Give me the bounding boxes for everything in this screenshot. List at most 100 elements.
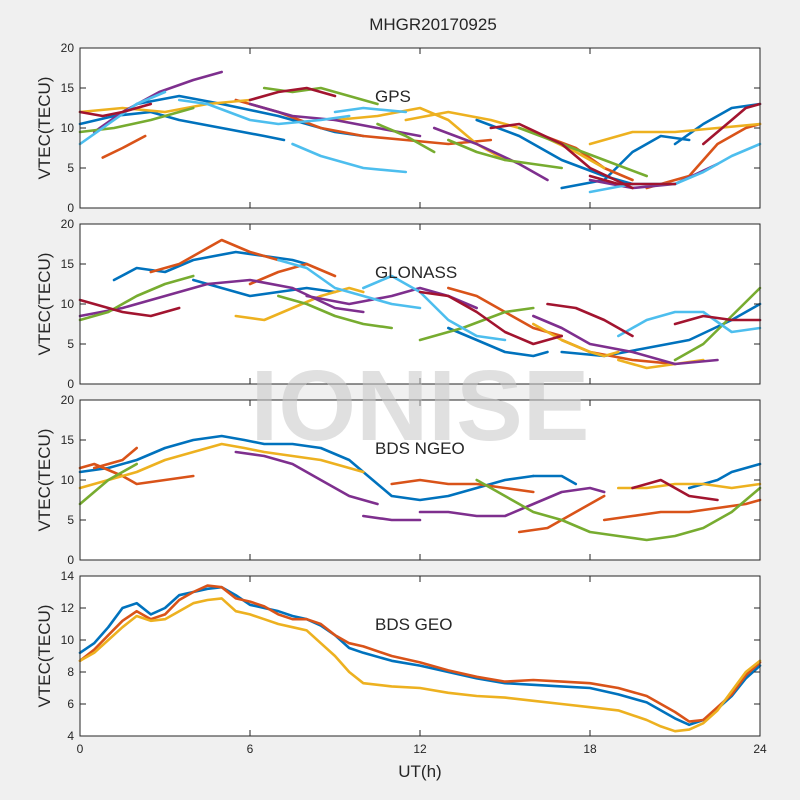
y-tick-label: 5 <box>67 337 74 351</box>
y-tick-label: 15 <box>61 81 75 95</box>
series-line-23 <box>418 290 564 346</box>
series-line-20 <box>376 122 436 154</box>
plot-area <box>80 576 760 736</box>
panel-glonass: 0 5 10 15 20 VTEC(TECU) GLONASS <box>35 217 762 391</box>
series-line-10 <box>616 482 762 490</box>
figure-title: MHGR20170925 <box>369 15 497 34</box>
series-line-10 <box>531 322 620 358</box>
series-line-13 <box>418 486 606 518</box>
x-tick-label: 12 <box>413 742 427 756</box>
panels: 0 5 10 15 20 VTEC(TECU) GPS 0 5 10 15 20 VTEC(TECU) G… <box>35 41 767 756</box>
y-tick-label: 15 <box>61 257 75 271</box>
series-line-3 <box>78 597 762 733</box>
y-axis-label: VTEC(TECU) <box>35 429 54 532</box>
series-line-21 <box>616 310 762 338</box>
watermark: IONISE <box>251 350 590 462</box>
series-line-10 <box>78 98 252 114</box>
series-line-4 <box>78 462 195 486</box>
series-line-32 <box>701 102 762 146</box>
series-line-22 <box>78 298 181 318</box>
series-line-22 <box>517 126 649 178</box>
plot-area <box>80 48 760 208</box>
series-line-25 <box>673 314 762 326</box>
series-line-25 <box>291 142 408 174</box>
y-tick-label: 4 <box>67 729 74 743</box>
y-tick-label: 20 <box>61 41 75 55</box>
y-tick-label: 8 <box>67 665 74 679</box>
series-line-16 <box>276 294 394 330</box>
series-line-5 <box>673 102 762 146</box>
series-group <box>78 434 762 542</box>
series-line-6 <box>101 134 147 159</box>
series-line-1 <box>78 110 286 142</box>
series-line-21 <box>446 138 564 170</box>
series-line-18 <box>673 286 762 362</box>
series-line-14 <box>531 314 719 366</box>
series-line-11 <box>234 450 379 506</box>
panel-bds-ngeo: 0 5 10 15 20 VTEC(TECU) BDS NGEO <box>35 393 762 567</box>
series-line-13 <box>588 122 762 146</box>
series-line-31 <box>588 174 677 186</box>
series-line-3 <box>446 326 549 358</box>
y-tick-label: 10 <box>61 473 75 487</box>
series-line-5 <box>92 446 138 470</box>
y-tick-label: 15 <box>61 433 75 447</box>
series-line-9 <box>645 122 762 190</box>
y-tick-label: 10 <box>61 633 75 647</box>
series-line-17 <box>418 306 535 342</box>
series-line-23 <box>78 90 167 146</box>
y-tick-label: 14 <box>61 569 75 583</box>
panel-gps: 0 5 10 15 20 VTEC(TECU) GPS <box>35 41 762 215</box>
series-line-9 <box>234 286 365 322</box>
series-line-4 <box>560 134 691 190</box>
y-tick-label: 0 <box>67 377 74 391</box>
series-group <box>78 238 762 370</box>
series-group <box>78 584 762 733</box>
x-tick-label: 0 <box>77 742 84 756</box>
series-line-1 <box>112 250 309 282</box>
y-tick-label: 10 <box>61 121 75 135</box>
series-line-24 <box>177 98 351 126</box>
x-tick-label: 18 <box>583 742 597 756</box>
series-line-9 <box>78 442 365 490</box>
series-line-2 <box>78 584 762 723</box>
series-group <box>78 70 762 194</box>
series-line-26 <box>333 106 408 114</box>
series-line-1 <box>78 585 762 727</box>
series-line-30 <box>489 122 634 190</box>
y-tick-label: 6 <box>67 697 74 711</box>
series-line-18 <box>78 106 195 134</box>
series-line-5 <box>149 238 280 274</box>
y-tick-label: 10 <box>61 297 75 311</box>
series-line-16 <box>631 478 719 502</box>
series-line-20 <box>361 274 507 342</box>
y-axis-label: VTEC(TECU) <box>35 77 54 180</box>
series-line-1 <box>78 434 535 502</box>
y-tick-label: 20 <box>61 393 75 407</box>
series-line-6 <box>248 262 337 286</box>
series-line-29 <box>248 86 337 102</box>
panel-label: GLONASS <box>375 263 457 282</box>
series-line-12 <box>78 278 365 318</box>
series-line-8 <box>602 498 762 522</box>
panel-label: BDS GEO <box>375 615 452 634</box>
series-line-15 <box>475 478 762 542</box>
y-axis-label: VTEC(TECU) <box>35 605 54 708</box>
series-line-6 <box>390 478 535 494</box>
series-line-15 <box>78 274 195 322</box>
series-line-14 <box>78 462 138 506</box>
y-axis-label: VTEC(TECU) <box>35 253 54 356</box>
series-line-2 <box>192 278 337 298</box>
y-tick-label: 0 <box>67 553 74 567</box>
series-line-28 <box>78 102 153 118</box>
y-tick-label: 20 <box>61 217 75 231</box>
series-line-2 <box>531 474 578 486</box>
y-tick-label: 5 <box>67 513 74 527</box>
y-tick-label: 12 <box>61 601 75 615</box>
series-line-24 <box>546 302 634 338</box>
series-line-14 <box>92 70 223 134</box>
series-line-16 <box>432 126 549 182</box>
series-line-12 <box>361 514 422 522</box>
panel-bds-geo: 0 6 12 18 24 4 6 8 10 12 14 VTEC(TECU) BDS GEO <box>35 569 767 756</box>
